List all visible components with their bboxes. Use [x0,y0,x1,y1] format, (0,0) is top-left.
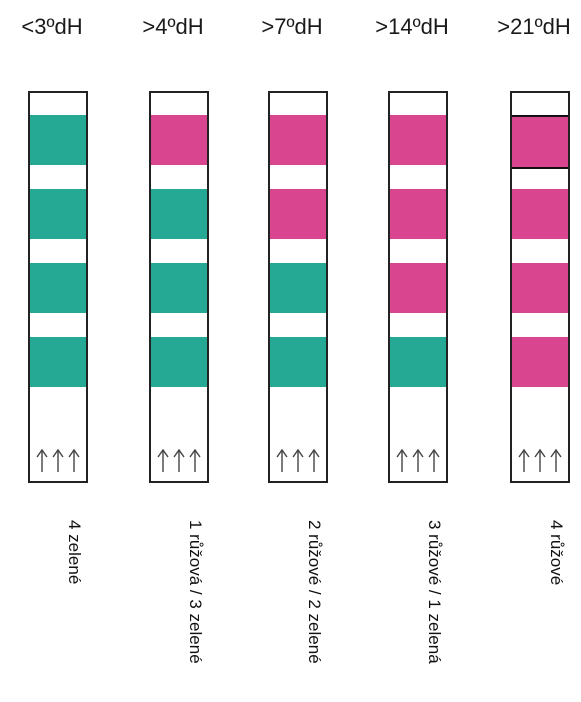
strip-header: >4ºdH [142,14,204,39]
strip-column-5: >21ºdH 4 růžové [494,0,574,702]
pad-3 [390,263,446,313]
pad-4 [30,337,86,387]
dip-arrows-icon [157,448,201,472]
strip-header: >7ºdH [261,14,323,39]
pad-3 [270,263,326,313]
pad-2 [30,189,86,239]
strip-column-3: >7ºdH 2 růžové / 2 zelené [252,0,332,702]
strip-caption: 3 růžové / 1 zelená [425,520,444,664]
pad-3 [30,263,86,313]
strip-column-2: >4ºdH 1 růžová / 3 zelené [133,0,213,702]
test-strip [388,91,448,483]
pad-4 [390,337,446,387]
strip-header: >14ºdH [375,14,449,39]
strip-header: >21ºdH [497,14,571,39]
test-strip [268,91,328,483]
pad-2 [270,189,326,239]
pad-2 [512,189,568,239]
pad-4 [512,337,568,387]
pad-1 [270,115,326,165]
pad-1 [30,115,86,165]
pad-1 [390,115,446,165]
strip-column-1: <3ºdH 4 zelené [12,0,92,702]
test-strip [28,91,88,483]
pad-3 [512,263,568,313]
pad-3 [151,263,207,313]
strip-caption: 1 růžová / 3 zelené [186,520,205,664]
pad-2 [390,189,446,239]
pad-2 [151,189,207,239]
dip-arrows-icon [276,448,320,472]
pad-1 [151,115,207,165]
strip-caption: 4 zelené [65,520,84,585]
strip-header: <3ºdH [21,14,83,39]
test-strip [149,91,209,483]
pad-4 [151,337,207,387]
pad-1 [512,115,568,169]
pad-4 [270,337,326,387]
dip-arrows-icon [518,448,562,472]
test-strip [510,91,570,483]
dip-arrows-icon [36,448,80,472]
dip-arrows-icon [396,448,440,472]
strip-caption: 2 růžové / 2 zelené [305,520,324,664]
strip-column-4: >14ºdH 3 růžové / 1 zelená [372,0,452,702]
strip-caption: 4 růžové [547,520,566,586]
